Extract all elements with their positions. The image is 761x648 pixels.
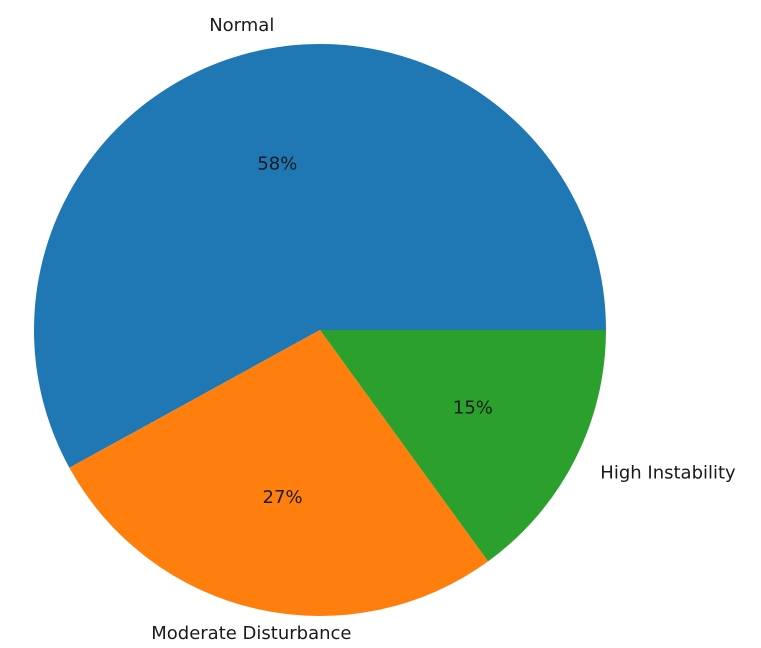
slice-label-high-instability: High Instability [600, 462, 736, 483]
slices-layer [33, 43, 606, 616]
pct-label-high-instability: 15% [453, 397, 493, 418]
labels-layer: 58% Normal 27% Moderate Disturbance 15% High … [151, 15, 736, 644]
slice-label-normal: Normal [209, 15, 274, 36]
pie-slice-normal [33, 43, 606, 468]
pct-label-moderate-disturbance: 27% [263, 487, 303, 508]
pie-slice-moderate-disturbance [69, 330, 489, 616]
pie-slice-high-instability [320, 330, 606, 562]
pct-label-normal: 58% [257, 153, 297, 174]
slice-label-moderate-disturbance: Moderate Disturbance [151, 623, 351, 644]
